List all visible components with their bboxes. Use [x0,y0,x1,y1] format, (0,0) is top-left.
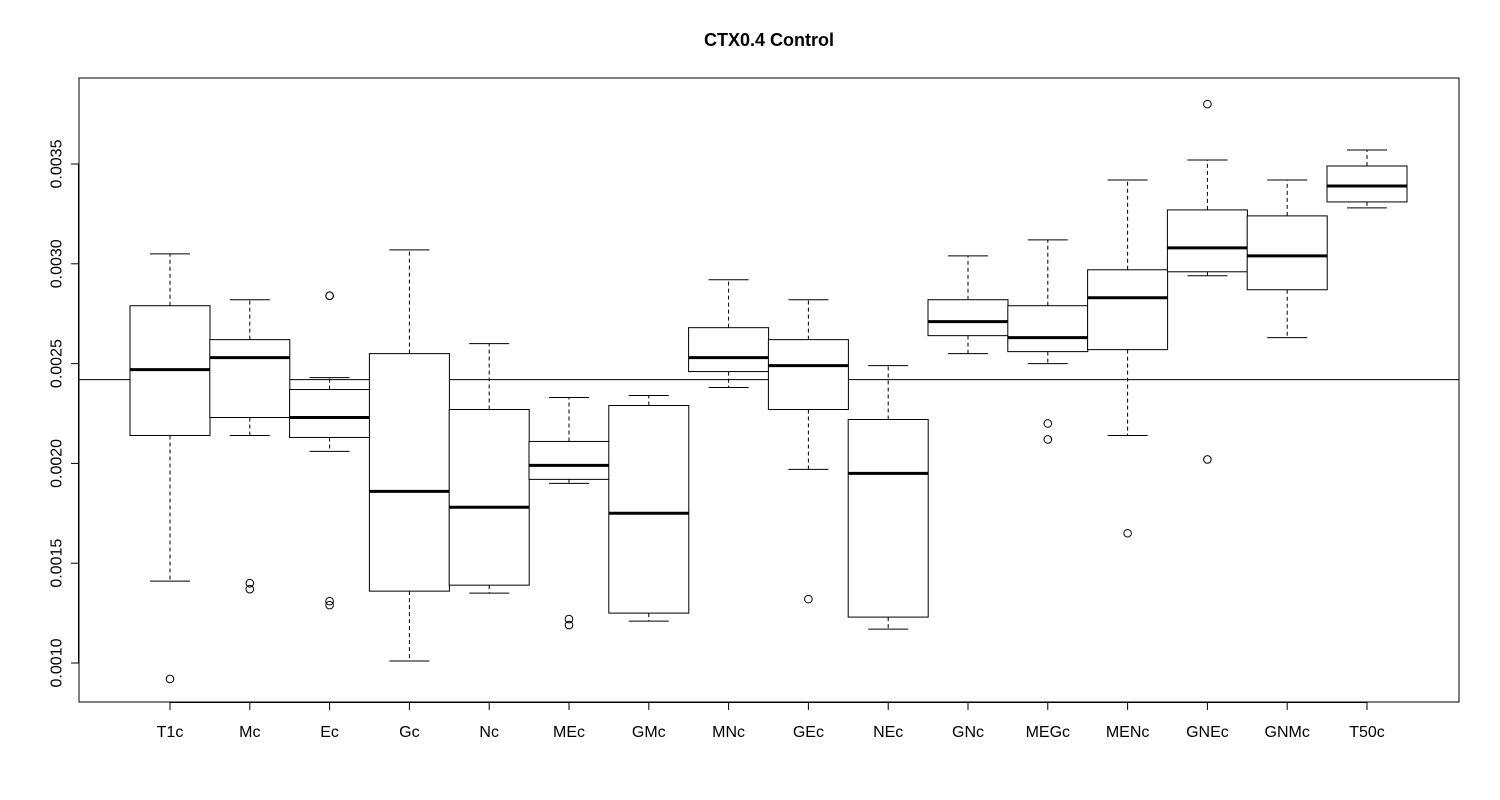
x-tick-label: T50c [1349,724,1385,741]
outlier-point [245,584,255,594]
iqr-box [847,418,929,618]
box-nec [847,365,929,630]
box-gnec [1166,99,1248,464]
box-gmc [608,395,690,622]
y-tick-label: 0.0025 [49,339,66,388]
iqr-box [688,327,770,373]
box-series [129,99,1408,684]
outlier-point [165,674,175,684]
x-tick-label: GNc [952,724,984,741]
y-tick-label: 0.0035 [49,139,66,188]
iqr-box [448,409,530,586]
outlier-point [1123,528,1132,538]
y-tick-label: 0.0010 [49,638,66,687]
x-tick-label: Gc [399,724,419,741]
iqr-box [289,389,371,438]
outlier-point [1043,435,1053,444]
iqr-box [1246,215,1328,291]
x-tick-label: Ec [320,724,339,741]
iqr-box [209,339,291,418]
outlier-point [245,578,255,588]
iqr-box [368,353,450,592]
outlier-point [325,291,334,301]
iqr-box [1087,269,1169,351]
box-gec [767,299,849,604]
iqr-box [1166,209,1248,273]
x-tick-label: MENc [1106,724,1150,741]
y-axis: 0.0010 0.0015 0.0020 0.0025 0.0030 0.0035 [49,139,79,687]
outlier-point [804,594,813,604]
iqr-box [1326,165,1408,203]
box-mc [209,299,291,594]
x-tick-label: MNc [712,724,745,741]
x-tick-label: Nc [479,724,499,741]
chart-title: CTX0.4 Control [703,30,834,50]
y-tick-label: 0.0030 [49,239,66,288]
x-tick-label: GNEc [1186,724,1229,741]
outlier-point [1043,419,1053,428]
box-t50c [1326,149,1408,209]
box-mec [528,397,610,630]
x-tick-label: GEc [793,724,824,741]
box-mnc [688,279,770,389]
x-tick-label: NEc [873,724,903,741]
box-gnc [927,255,1009,355]
outlier-point [325,596,334,606]
outlier-point [1203,99,1212,109]
x-tick-label: T1c [157,724,184,741]
box-megc [1007,239,1089,444]
box-gc [368,249,450,662]
iqr-box [608,405,690,614]
x-axis: T1c Mc Ec Gc Nc MEc GMc MNc GEc NEc GNc MEGc MENc GNE… [157,702,1385,741]
box-gnmc [1246,179,1328,339]
x-tick-label: Mc [239,724,260,741]
x-tick-label: MEGc [1026,724,1070,741]
x-tick-label: GMc [632,724,666,741]
iqr-box [767,339,849,411]
x-tick-label: MEc [553,724,585,741]
outlier-point [1203,455,1212,464]
iqr-box [1007,305,1089,353]
iqr-box [927,299,1009,337]
box-ec [289,291,371,610]
x-tick-label: GNMc [1265,724,1310,741]
outlier-point [564,614,574,624]
iqr-box [528,440,610,480]
box-menc [1087,179,1169,538]
y-tick-label: 0.0020 [49,439,66,488]
box-nc [448,343,530,594]
outlier-point [564,620,574,630]
box-t1c [129,253,211,684]
outlier-point [325,600,334,610]
y-tick-label: 0.0015 [49,539,66,588]
